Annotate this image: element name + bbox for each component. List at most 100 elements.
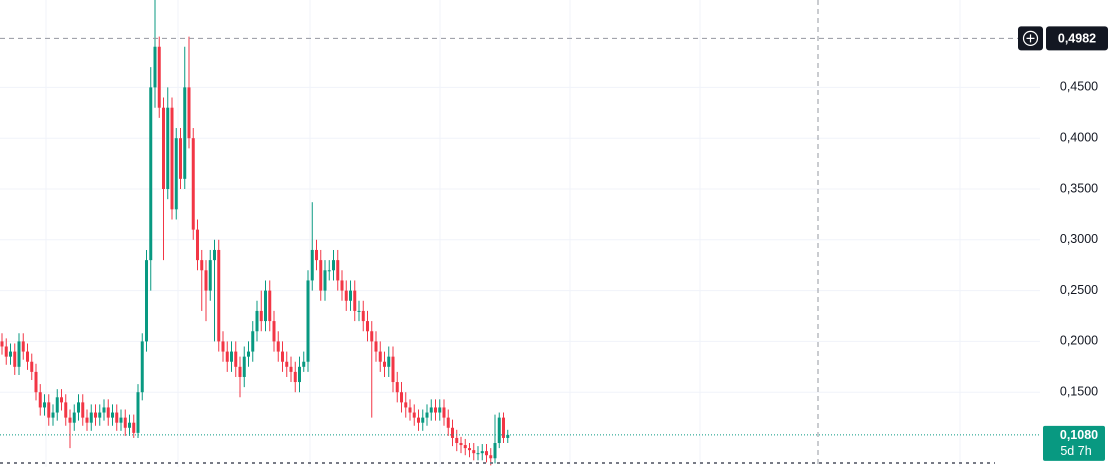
candle-body xyxy=(51,412,55,418)
candle-body xyxy=(383,361,386,367)
candle-body xyxy=(38,392,42,408)
candle-body xyxy=(225,351,229,362)
candle-body xyxy=(485,451,488,456)
y-tick-label: 0,1500 xyxy=(1060,385,1098,399)
candle-body xyxy=(442,407,446,418)
candle-body xyxy=(476,453,480,455)
candle-body xyxy=(306,280,310,362)
candle-body xyxy=(162,107,165,189)
candle-body xyxy=(378,351,382,362)
y-tick-label: 0,4000 xyxy=(1060,130,1098,144)
candle-body xyxy=(434,407,437,413)
candle-body xyxy=(208,260,212,291)
candle-body xyxy=(145,260,148,342)
candle-body xyxy=(0,341,4,347)
candle-body xyxy=(9,351,12,357)
candle-body xyxy=(429,407,433,413)
candle-body xyxy=(264,290,267,322)
candle-body xyxy=(102,407,106,413)
candle-body xyxy=(166,107,170,189)
candle-body xyxy=(72,412,76,423)
candle-body xyxy=(128,422,131,428)
candle-body xyxy=(238,366,242,377)
countdown-label: 5d 7h xyxy=(1060,444,1091,458)
y-tick-label: 0,3000 xyxy=(1060,232,1098,246)
candle-body xyxy=(344,290,348,301)
candle-body xyxy=(157,46,161,108)
candle-body xyxy=(43,402,46,408)
candle-body xyxy=(421,417,425,423)
candle-body xyxy=(115,412,119,423)
candle-body xyxy=(17,341,21,367)
candle-body xyxy=(272,321,276,342)
candle-body xyxy=(463,445,467,449)
y-tick-label: 0,4500 xyxy=(1060,80,1098,94)
candle-body xyxy=(446,417,450,428)
candle-body xyxy=(213,249,216,261)
candle-body xyxy=(60,397,63,403)
candle-body xyxy=(89,412,93,423)
overlay: 0,1500 0,2000 0,2500 0,3000 0,3500 0,4000 0,45… xyxy=(0,26,1108,461)
candle-body xyxy=(374,341,378,352)
candle-body xyxy=(357,310,361,312)
candle-body xyxy=(119,417,123,423)
candle-body xyxy=(4,346,8,357)
last-price-box xyxy=(1043,425,1105,461)
candle-body xyxy=(412,412,416,418)
crosshair-price-label: 0,4982 xyxy=(1058,32,1096,46)
candle-body xyxy=(221,341,225,352)
candle-body xyxy=(404,402,408,408)
candle-body xyxy=(13,351,17,367)
candle-body xyxy=(259,310,263,322)
candle-body xyxy=(242,356,246,377)
candle-body xyxy=(285,361,289,367)
candle-body xyxy=(179,138,182,179)
candle-body xyxy=(174,138,178,210)
y-tick-label: 0,2000 xyxy=(1060,334,1098,348)
candle-body xyxy=(64,402,68,418)
candle-body xyxy=(489,455,493,459)
candle-body xyxy=(200,260,204,271)
candle-body xyxy=(106,407,110,418)
candle-body xyxy=(455,437,459,444)
candle-body xyxy=(98,412,102,418)
candle-body xyxy=(183,87,187,179)
candle-body xyxy=(196,229,199,261)
candle-body xyxy=(302,361,306,367)
candle-body xyxy=(353,290,357,311)
candle-body xyxy=(323,270,327,291)
candle-body xyxy=(94,412,97,418)
candle-body xyxy=(472,450,476,454)
candle-body xyxy=(247,351,250,357)
candle-body xyxy=(230,351,233,362)
last-price-label: 0,1080 xyxy=(1060,428,1098,442)
candle-body xyxy=(438,407,442,413)
candle-body xyxy=(493,443,497,459)
candle-body xyxy=(153,46,157,88)
candle-body xyxy=(111,412,114,418)
candle-body xyxy=(140,341,144,393)
candle-body xyxy=(170,107,174,210)
crosshair-price-box xyxy=(1046,26,1108,51)
candle-body xyxy=(298,366,301,383)
candle-body xyxy=(136,392,140,433)
candle-body xyxy=(391,356,395,383)
vertical-grid xyxy=(45,0,961,467)
candle-body xyxy=(276,341,280,352)
candle-body xyxy=(293,371,297,383)
candle-body xyxy=(268,290,272,322)
candle-body xyxy=(387,356,391,367)
candle-body xyxy=(47,402,51,418)
plus-icon-circle xyxy=(1022,30,1039,47)
candle-body xyxy=(132,422,136,433)
candle-body xyxy=(366,321,369,332)
candle-body xyxy=(77,402,80,413)
candle-body xyxy=(451,427,454,438)
candle-body xyxy=(255,310,259,332)
candle-body xyxy=(191,138,195,230)
candle-body xyxy=(502,417,505,438)
candle-body xyxy=(55,397,59,413)
candle-body xyxy=(336,260,340,281)
candle-body xyxy=(395,382,399,393)
candle-body xyxy=(234,351,238,367)
